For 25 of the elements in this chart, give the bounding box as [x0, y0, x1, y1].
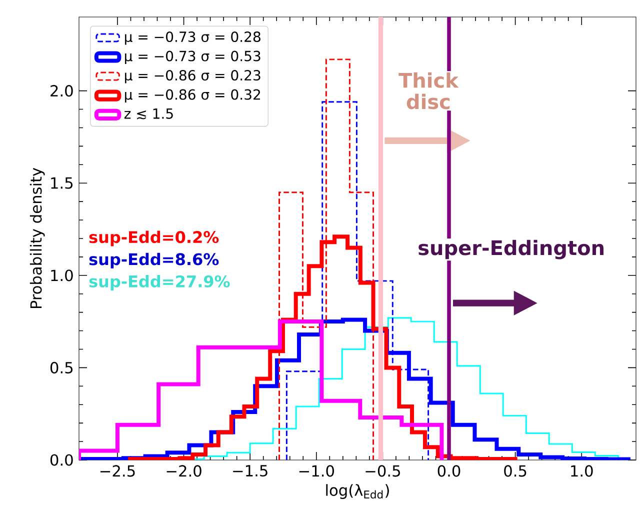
legend-label: μ = −0.73 σ = 0.53: [125, 50, 260, 64]
x-tick-label: −2.5: [100, 465, 135, 477]
y-tick-label: 0.5: [50, 362, 72, 374]
x-axis-title: log(λ$_{Edd}$): [326, 484, 389, 499]
annotation: sup-Edd=27.9%: [89, 275, 230, 291]
y-tick-label: 2.0: [50, 85, 73, 97]
x-tick-label: −2.0: [166, 465, 202, 477]
annotation: sup-Edd=8.6%: [89, 252, 219, 268]
y-tick-label: 0.0: [50, 454, 73, 466]
ref-line-label: super-Eddington: [418, 240, 604, 260]
legend-label: μ = −0.86 σ = 0.23: [125, 70, 260, 84]
x-tick-label: 1.0: [571, 465, 593, 477]
annotation: sup-Edd=0.2%: [89, 230, 219, 246]
y-axis-title: Probability density: [30, 168, 45, 308]
y-tick-label: 1.5: [51, 177, 72, 189]
legend-label: μ = −0.73 σ = 0.28: [125, 31, 260, 45]
ref-line-label: Thick disc: [398, 72, 459, 110]
legend-label: μ = −0.86 σ = 0.32: [125, 89, 260, 103]
y-tick-label: 1.0: [51, 270, 73, 282]
x-tick-label: 0.5: [504, 465, 526, 477]
x-tick-label: −1.0: [299, 465, 334, 477]
legend-label: z ≲ 1.5: [124, 108, 173, 120]
x-tick-label: −0.5: [366, 465, 400, 477]
x-tick-label: −1.5: [233, 465, 268, 477]
x-tick-label: 0.0: [438, 465, 460, 477]
